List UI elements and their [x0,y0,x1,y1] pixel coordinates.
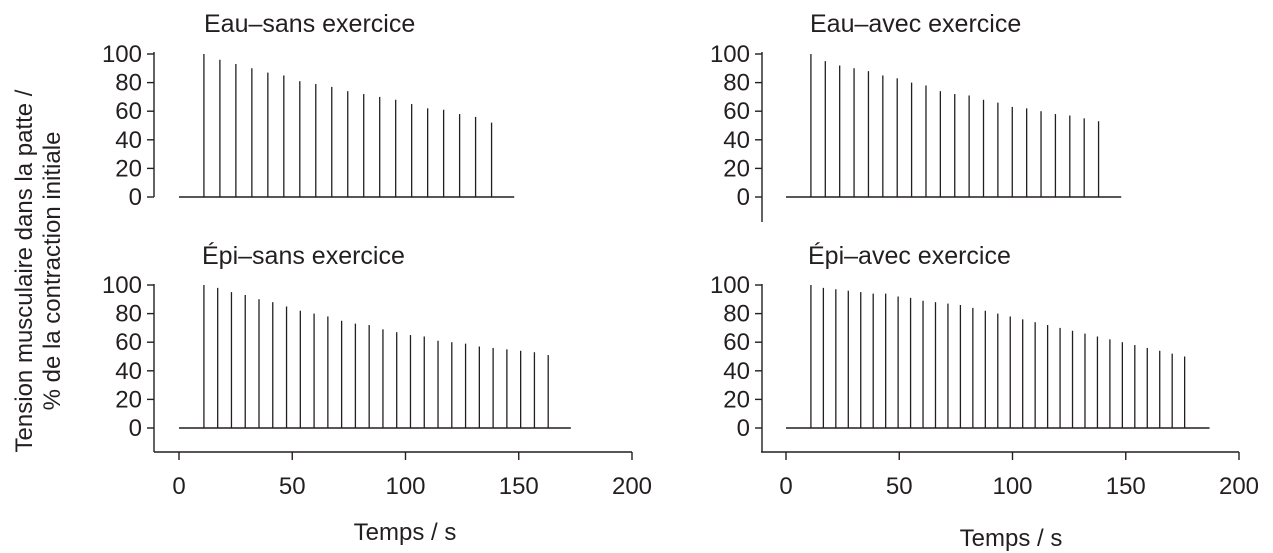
x-tick-label: 200 [612,473,652,500]
x-tick-label: 150 [1106,473,1146,500]
y-tick-label: 20 [723,386,750,413]
x-axis-left: 0 50 100 150 200 [154,451,652,500]
y-tick-label: 60 [723,329,750,356]
y-tick-label: 40 [115,358,142,385]
y-axis-label-line2: % de la contraction initiale [39,132,66,411]
y-tick-label: 100 [710,272,750,299]
y-tick-label: 80 [115,301,142,328]
panel-title: Eau–sans exercice [204,10,415,38]
y-tick-label: 20 [115,155,142,182]
x-tick-label: 0 [172,473,185,500]
y-tick-label: 100 [102,272,142,299]
y-tick-label: 80 [115,70,142,97]
y-tick-label: 60 [723,98,750,125]
panel-title: Épi–avec exercice [808,241,1011,270]
y-tick-label: 100 [710,41,750,68]
y-tick-label: 40 [723,127,750,154]
x-tick-label: 0 [779,473,792,500]
panel-title: Eau–avec exercice [810,10,1021,38]
y-tick-label: 0 [129,415,142,442]
y-tick-label: 60 [115,98,142,125]
y-tick-label: 20 [723,155,750,182]
x-axis-label-right: Temps / s [960,525,1063,552]
y-tick-label: 60 [115,329,142,356]
y-tick-label: 20 [115,386,142,413]
y-tick-label: 0 [737,184,750,211]
y-tick-label: 0 [129,184,142,211]
panel-title: Épi–sans exercice [202,241,405,270]
y-tick-label: 80 [723,301,750,328]
y-axis-label-line1: Tension musculaire dans la patte / [11,89,38,452]
x-axis-right: 0 50 100 150 200 [761,451,1259,500]
y-tick-label: 0 [737,415,750,442]
x-axis-label-left: Temps / s [354,519,457,546]
y-tick-label: 40 [115,127,142,154]
x-tick-label: 100 [385,473,425,500]
x-tick-label: 100 [992,473,1032,500]
x-tick-label: 50 [279,473,306,500]
y-tick-label: 100 [102,41,142,68]
y-tick-label: 40 [723,358,750,385]
y-tick-label: 80 [723,70,750,97]
x-tick-label: 200 [1219,473,1259,500]
x-tick-label: 150 [499,473,539,500]
x-tick-label: 50 [886,473,913,500]
